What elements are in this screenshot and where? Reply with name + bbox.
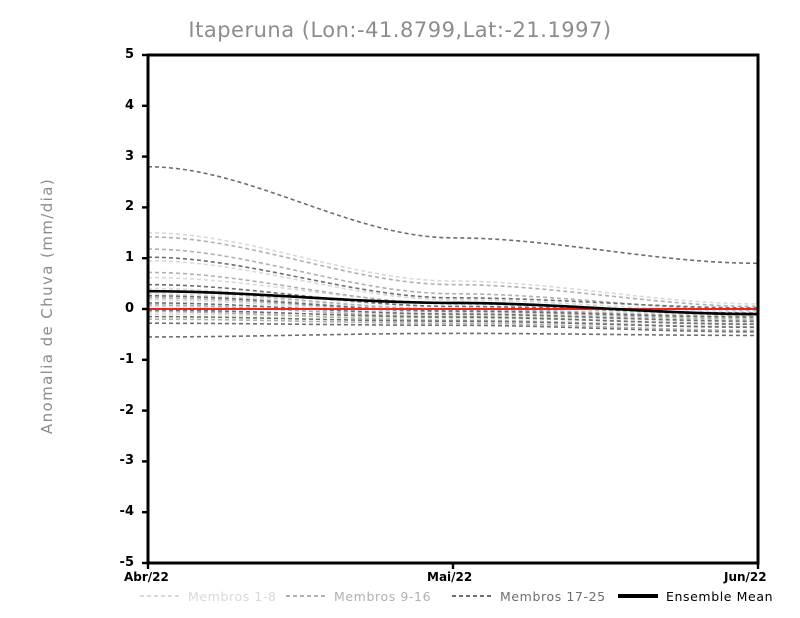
member-line — [147, 236, 759, 308]
ensemble-mean-line — [147, 289, 759, 316]
chart-legend: Membros 1-8 Membros 9-16 Membros 17-25 Ense… — [0, 586, 800, 608]
x-tick-label: Jun/22 — [724, 570, 767, 584]
y-tick-label: -4 — [119, 504, 134, 520]
y-tick-label: -5 — [119, 555, 134, 570]
axis-layer — [142, 53, 760, 569]
member-line — [147, 313, 759, 325]
legend-item[interactable]: Membros 1-8 — [140, 586, 277, 606]
member-line — [147, 297, 759, 320]
legend-item[interactable]: Membros 9-16 — [286, 586, 431, 606]
member-line — [147, 299, 759, 321]
y-tick-label: 1 — [124, 250, 134, 266]
x-tick-label: Abr/22 — [124, 570, 169, 584]
y-tick-label: -3 — [119, 453, 134, 469]
member-line — [147, 165, 759, 265]
member-line — [147, 310, 759, 328]
legend-item[interactable]: Ensemble Mean — [618, 586, 773, 606]
member-line — [147, 256, 759, 309]
page-title: Itaperuna (Lon:-41.8799,Lat:-21.1997) — [188, 18, 612, 42]
member-line — [147, 309, 759, 326]
member-line — [147, 232, 759, 305]
member-line — [147, 318, 759, 332]
member-line — [147, 332, 759, 338]
legend-label: Membros 1-8 — [188, 588, 277, 604]
legend-swatch-icon — [286, 595, 326, 597]
member-line — [147, 290, 759, 318]
legend-swatch-icon — [618, 594, 658, 598]
member-line — [147, 283, 759, 314]
y-tick-label: 4 — [124, 97, 134, 113]
member-line — [147, 315, 759, 329]
series-layer — [147, 165, 759, 338]
x-tick-label: Mai/22 — [427, 570, 473, 584]
member-line — [147, 304, 759, 326]
member-line — [147, 302, 759, 322]
legend-swatch-icon — [452, 595, 492, 597]
legend-label: Membros 17-25 — [500, 588, 606, 604]
member-line — [147, 292, 759, 319]
legend-label: Membros 9-16 — [334, 588, 432, 604]
legend-label: Ensemble Mean — [666, 588, 774, 604]
y-tick-label: 2 — [124, 199, 134, 215]
member-line — [147, 276, 759, 315]
y-tick-label: 5 — [124, 47, 134, 62]
legend-swatch-icon — [140, 595, 180, 597]
y-tick-label: -2 — [119, 402, 134, 418]
y-tick-label: -1 — [119, 351, 134, 367]
legend-item[interactable]: Membros 17-25 — [452, 586, 606, 606]
y-tick-label: 3 — [124, 148, 134, 164]
y-tick-label: 0 — [124, 301, 134, 316]
member-line — [147, 322, 759, 333]
member-line — [147, 294, 759, 318]
